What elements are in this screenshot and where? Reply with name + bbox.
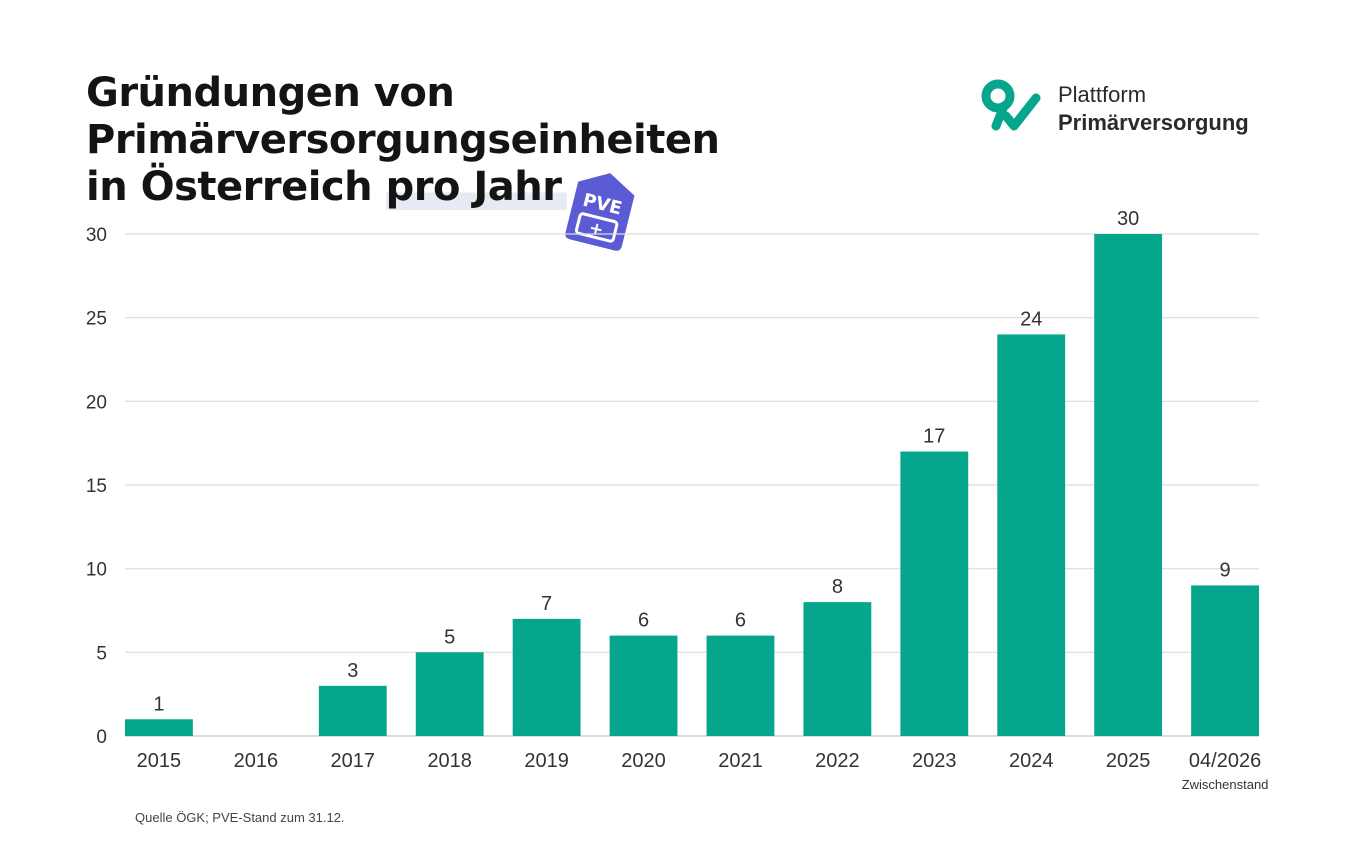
- x-tick-label: 2024: [1009, 750, 1054, 772]
- bar-2015: [125, 719, 193, 736]
- bar-04-2026: [1191, 585, 1259, 736]
- value-label: 1: [153, 693, 164, 715]
- value-label: 6: [735, 610, 746, 632]
- source-note: Quelle ÖGK; PVE-Stand zum 31.12.: [135, 810, 345, 825]
- plattform-logo-icon: [981, 79, 1041, 131]
- y-tick-label: 25: [86, 309, 107, 330]
- bar-2018: [415, 652, 484, 736]
- x-tick-label: 2022: [815, 750, 860, 772]
- x-tick-label: 2021: [718, 750, 763, 772]
- value-label: 9: [1220, 559, 1231, 581]
- value-label: 17: [923, 426, 945, 448]
- title-line-1: Gründungen von: [86, 70, 455, 116]
- y-tick-label: 10: [86, 560, 107, 581]
- value-label: 7: [541, 593, 552, 615]
- category-note: Zwischenstand: [1182, 777, 1269, 792]
- pve-badge-box: [574, 212, 619, 243]
- pve-badge-plus: +: [587, 218, 606, 241]
- bar-2019: [512, 618, 581, 736]
- value-label: 5: [444, 626, 455, 648]
- logo-text-primaerversorgung: Primärversorgung: [1058, 110, 1249, 135]
- bar-2024: [997, 334, 1066, 736]
- y-tick-label: 15: [86, 476, 107, 497]
- x-tick-label: 2016: [234, 750, 279, 772]
- value-label: 30: [1117, 208, 1139, 230]
- value-label: 3: [347, 660, 358, 682]
- x-tick-label: 2017: [331, 750, 376, 772]
- x-tick-label: 2025: [1106, 750, 1151, 772]
- y-tick-label: 20: [86, 392, 107, 413]
- pve-badge-icon: PVE +: [565, 173, 635, 251]
- x-tick-label: 2023: [912, 750, 957, 772]
- x-tick-label: 2019: [524, 750, 569, 772]
- title-line-3-start: in Österreich: [86, 164, 386, 210]
- value-label: 6: [638, 610, 649, 632]
- x-tick-label: 04/2026: [1189, 750, 1261, 772]
- bar-2021: [706, 635, 775, 736]
- plattform-logo: Plattform Primärversorgung: [980, 76, 1280, 136]
- y-tick-label: 0: [96, 727, 107, 748]
- bar-2020: [609, 635, 678, 736]
- pve-badge-shape: [565, 173, 635, 251]
- chart-title: Gründungen von Primärversorgungseinheite…: [86, 70, 720, 211]
- bar-2023: [900, 451, 969, 736]
- x-tick-label: 2018: [427, 750, 472, 772]
- y-tick-label: 30: [86, 225, 107, 246]
- x-tick-label: 2020: [621, 750, 666, 772]
- bar-2017: [318, 685, 387, 736]
- y-tick-label: 5: [96, 643, 107, 664]
- title-highlight: pro Jahr: [385, 164, 568, 210]
- logo-text-plattform: Plattform: [1058, 82, 1147, 107]
- bar-2025: [1094, 234, 1163, 736]
- value-label: 24: [1020, 308, 1042, 330]
- bar-2022: [803, 602, 872, 736]
- title-line-2: Primärversorgungseinheiten: [86, 117, 720, 163]
- title-line-3: in Österreich pro Jahr: [86, 164, 719, 211]
- value-label: 8: [832, 576, 843, 598]
- x-tick-label: 2015: [137, 750, 182, 772]
